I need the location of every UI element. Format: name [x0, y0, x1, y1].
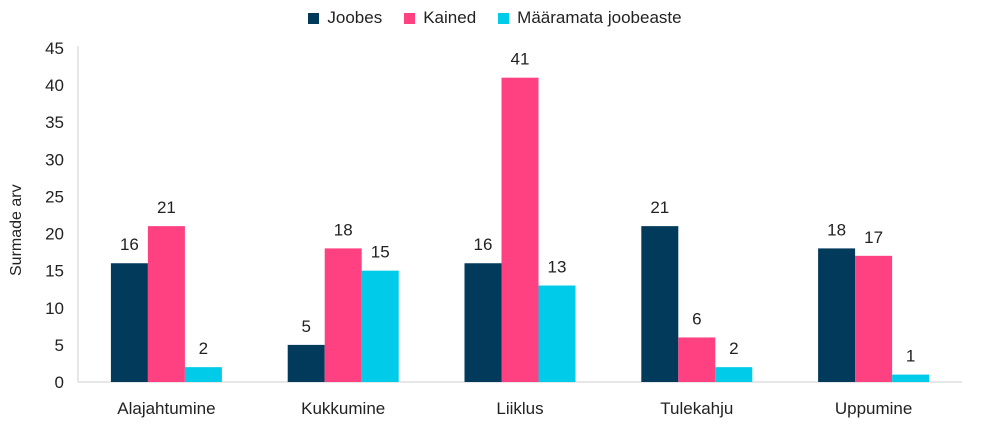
legend: Joobes Kained Määramata joobeaste — [0, 8, 990, 28]
bar — [715, 367, 753, 382]
bar — [464, 263, 502, 382]
y-tick-label: 40 — [45, 76, 64, 95]
bar — [641, 226, 679, 382]
data-label: 1 — [906, 347, 915, 366]
y-tick-label: 30 — [45, 150, 64, 169]
legend-swatch-kained — [404, 12, 416, 24]
legend-swatch-joobes — [308, 12, 320, 24]
y-tick-label: 15 — [45, 262, 64, 281]
data-label: 5 — [301, 317, 310, 336]
data-label: 18 — [827, 220, 846, 239]
bar — [818, 248, 856, 382]
bar — [892, 374, 930, 382]
data-label: 21 — [157, 198, 176, 217]
legend-label-joobes: Joobes — [327, 8, 383, 27]
bar — [147, 226, 185, 382]
y-tick-label: 25 — [45, 187, 64, 206]
data-label: 21 — [650, 198, 669, 217]
x-tick-label: Uppumine — [835, 399, 913, 418]
x-tick-label: Tulekahju — [660, 399, 733, 418]
data-label: 15 — [371, 243, 390, 262]
bar — [678, 337, 716, 382]
data-label: 2 — [199, 339, 208, 358]
bar — [538, 285, 576, 382]
data-label: 16 — [474, 235, 493, 254]
y-tick-label: 0 — [55, 373, 64, 392]
legend-swatch-maaramata — [498, 12, 510, 24]
bar — [184, 367, 222, 382]
legend-label-kained: Kained — [423, 8, 477, 27]
x-tick-label: Alajahtumine — [117, 399, 215, 418]
y-tick-label: 5 — [55, 336, 64, 355]
y-tick-label: 20 — [45, 225, 64, 244]
bar — [287, 344, 325, 382]
legend-item-kained: Kained — [404, 8, 476, 28]
data-label: 6 — [692, 309, 701, 328]
data-label: 41 — [511, 50, 530, 69]
data-label: 18 — [334, 220, 353, 239]
data-label: 16 — [120, 235, 139, 254]
legend-item-joobes: Joobes — [308, 8, 382, 28]
y-tick-label: 45 — [45, 39, 64, 58]
data-label: 13 — [548, 258, 567, 277]
bar — [361, 270, 399, 382]
data-label: 17 — [864, 228, 883, 247]
bar — [324, 248, 362, 382]
bar — [501, 77, 539, 382]
legend-item-maaramata: Määramata joobeaste — [498, 8, 682, 28]
bar — [110, 263, 148, 382]
y-tick-label: 35 — [45, 113, 64, 132]
x-tick-label: Liiklus — [496, 399, 543, 418]
x-tick-label: Kukkumine — [301, 399, 385, 418]
y-tick-label: 10 — [45, 299, 64, 318]
legend-label-maaramata: Määramata joobeaste — [517, 8, 682, 27]
bar — [855, 255, 893, 382]
data-label: 2 — [729, 339, 738, 358]
